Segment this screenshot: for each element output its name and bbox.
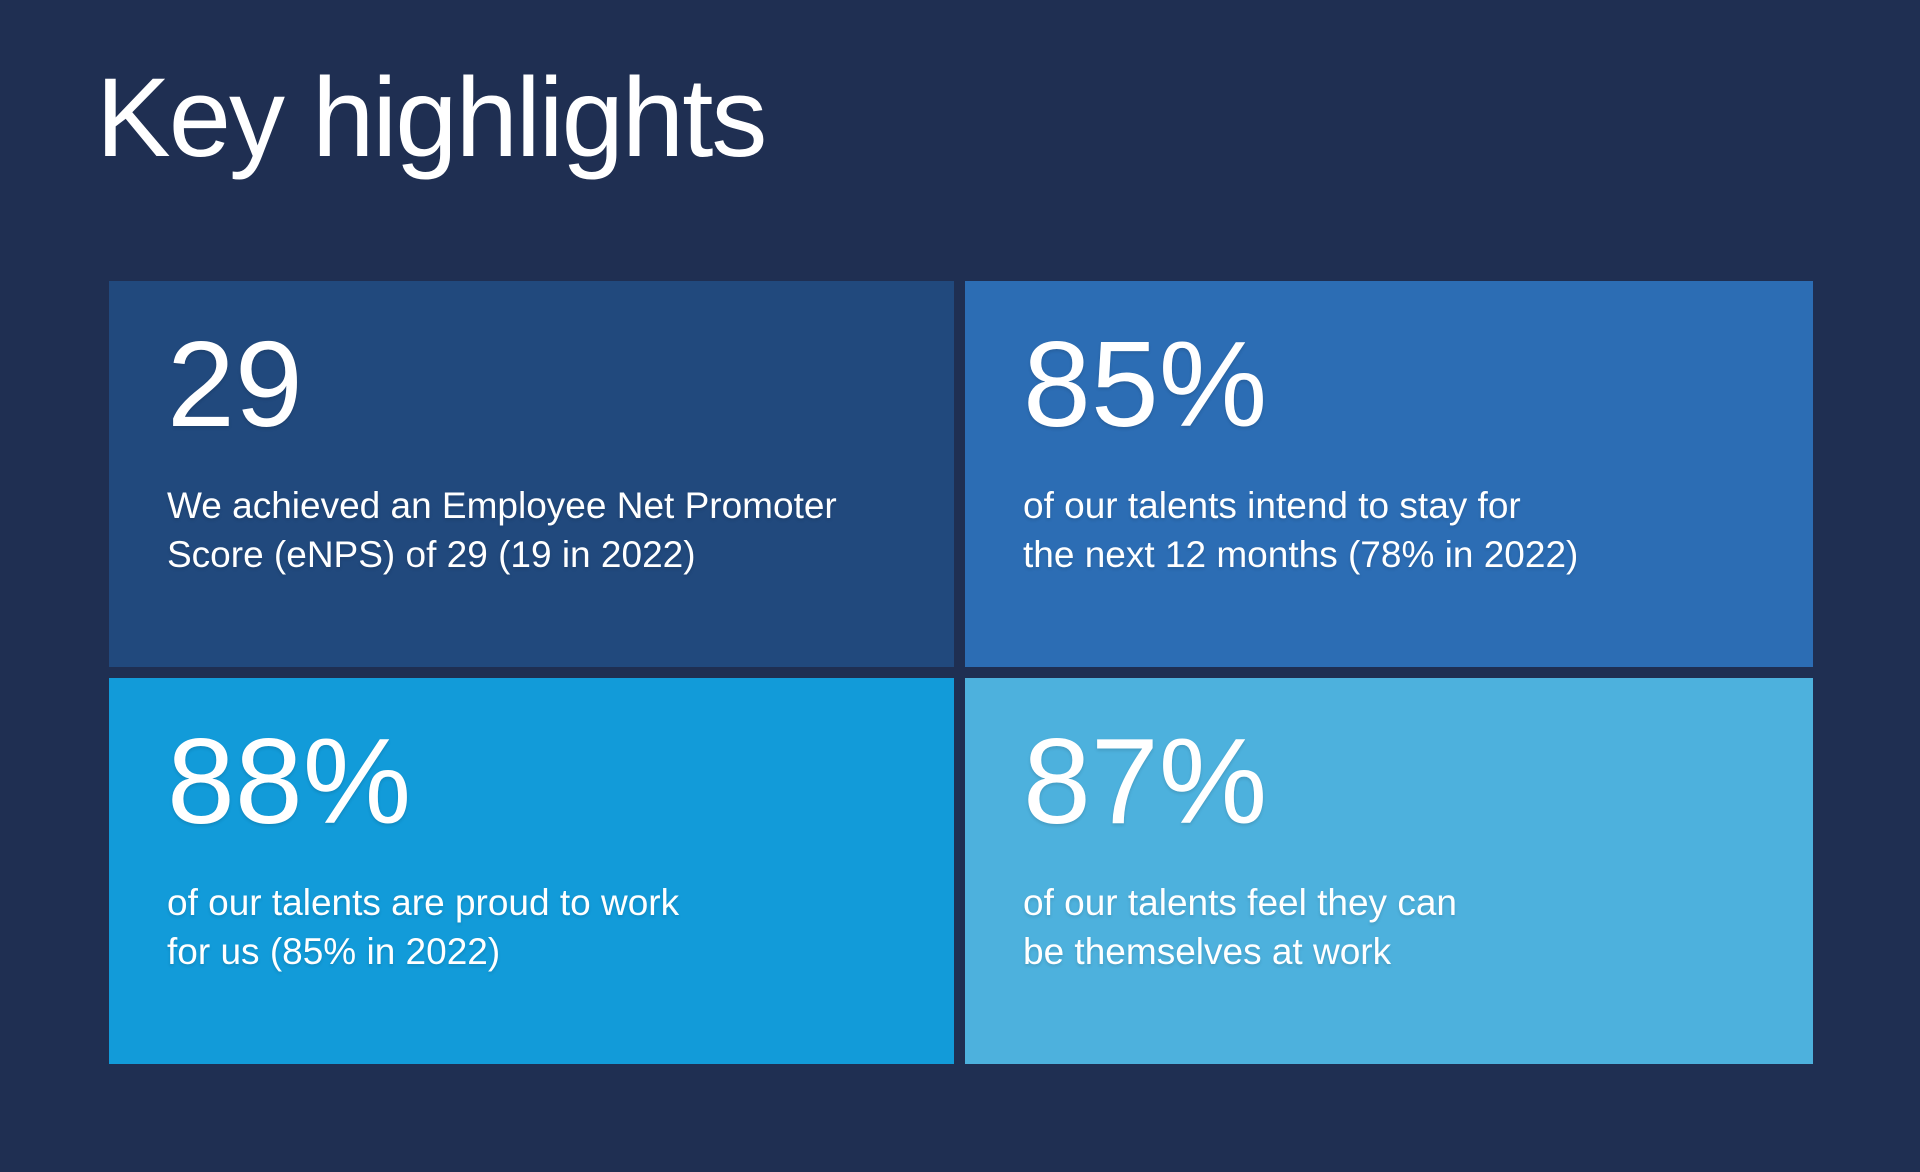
stats-grid: 29 We achieved an Employee Net Promoter … bbox=[109, 281, 1813, 1064]
stat-card-themselves: 87% of our talents feel they can be them… bbox=[965, 678, 1813, 1064]
stat-value: 29 bbox=[167, 316, 303, 452]
stat-value: 87% bbox=[1023, 713, 1268, 849]
page-title: Key highlights bbox=[96, 55, 767, 180]
stat-description: of our talents are proud to work for us … bbox=[167, 882, 680, 972]
stat-description: of our talents intend to stay for the ne… bbox=[1023, 485, 1579, 575]
stat-description: of our talents feel they can be themselv… bbox=[1023, 882, 1457, 972]
stat-card-proud: 88% of our talents are proud to work for… bbox=[109, 678, 954, 1064]
stat-value: 85% bbox=[1023, 316, 1268, 452]
stat-description: We achieved an Employee Net Promoter Sco… bbox=[167, 485, 837, 575]
stat-card-stay: 85% of our talents intend to stay for th… bbox=[965, 281, 1813, 667]
stat-value: 88% bbox=[167, 713, 412, 849]
stat-card-enps: 29 We achieved an Employee Net Promoter … bbox=[109, 281, 954, 667]
